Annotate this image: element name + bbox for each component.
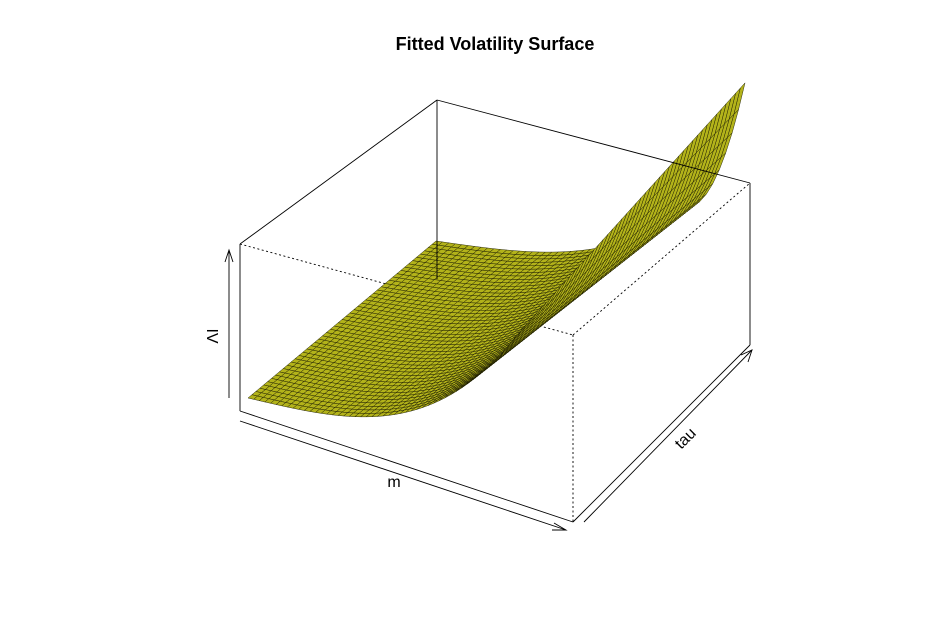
box-edge-bottom-right — [572, 344, 751, 523]
tau-axis-arrowhead — [740, 349, 753, 363]
m-axis-line — [239, 420, 567, 531]
axis-arrows — [224, 248, 753, 531]
box-edge-back-right — [572, 182, 751, 336]
tau-axis-line — [583, 349, 753, 523]
z-axis-label: IV — [203, 328, 220, 343]
iv-surface — [247, 82, 746, 418]
box-edge-top-back — [436, 99, 751, 184]
x-axis-label: m — [387, 474, 400, 491]
chart-title: Fitted Volatility Surface — [396, 34, 595, 54]
box-edge-bottom-front — [239, 410, 574, 523]
y-axis-label: tau — [672, 425, 700, 453]
box-edge-top-left — [239, 99, 438, 245]
surface-facet — [512, 328, 523, 341]
iv-axis-arrowhead — [224, 248, 234, 263]
m-axis-arrowhead — [552, 522, 568, 531]
box-front-edges — [239, 99, 751, 523]
